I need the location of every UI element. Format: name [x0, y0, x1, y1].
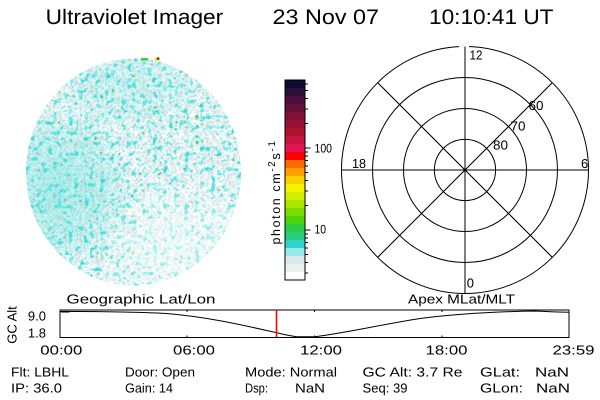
svg-text:NaN: NaN — [536, 381, 570, 396]
svg-text:06:00: 06:00 — [173, 343, 215, 358]
svg-text:100: 100 — [315, 142, 333, 156]
svg-text:6: 6 — [581, 156, 588, 171]
svg-text:23:59: 23:59 — [553, 343, 595, 358]
svg-text:GC Alt: 3.7 Re: GC Alt: 3.7 Re — [363, 365, 463, 380]
svg-text:NaN: NaN — [535, 365, 569, 380]
svg-text:NaN: NaN — [295, 381, 325, 396]
svg-text:Gain: 14: Gain: 14 — [125, 381, 173, 396]
svg-text:60: 60 — [529, 98, 544, 113]
svg-text:GC Alt: GC Alt — [5, 306, 20, 344]
svg-text:GLat:: GLat: — [480, 365, 520, 380]
svg-text:IP: 36.0: IP: 36.0 — [11, 381, 62, 396]
svg-text:80: 80 — [493, 138, 508, 153]
svg-text:18:00: 18:00 — [426, 343, 468, 358]
svg-text:Door: Open: Door: Open — [125, 365, 195, 380]
svg-text:Seq: 39: Seq: 39 — [363, 381, 408, 396]
svg-text:Flt: LBHL: Flt: LBHL — [11, 365, 69, 380]
svg-text:12:00: 12:00 — [300, 343, 342, 358]
svg-text:70: 70 — [511, 119, 526, 134]
svg-text:GLon:: GLon: — [480, 381, 523, 396]
svg-text:Dsp:: Dsp: — [245, 381, 268, 396]
svg-text:0: 0 — [467, 275, 474, 290]
svg-text:10:10:41 UT: 10:10:41 UT — [429, 6, 554, 29]
svg-text:12: 12 — [470, 48, 483, 63]
svg-text:Apex MLat/MLT: Apex MLat/MLT — [408, 292, 515, 307]
svg-text:18: 18 — [352, 156, 366, 171]
svg-text:00:00: 00:00 — [40, 343, 82, 358]
svg-text:9.0: 9.0 — [28, 309, 46, 324]
svg-text:10: 10 — [315, 223, 327, 237]
svg-text:photon cm-2s-1: photon cm-2s-1 — [267, 139, 283, 244]
svg-text:Geographic Lat/Lon: Geographic Lat/Lon — [67, 292, 216, 307]
svg-text:Mode: Normal: Mode: Normal — [245, 365, 337, 380]
svg-text:Ultraviolet Imager: Ultraviolet Imager — [46, 6, 224, 29]
svg-text:1.8: 1.8 — [28, 325, 46, 340]
svg-text:23 Nov 07: 23 Nov 07 — [273, 6, 380, 29]
